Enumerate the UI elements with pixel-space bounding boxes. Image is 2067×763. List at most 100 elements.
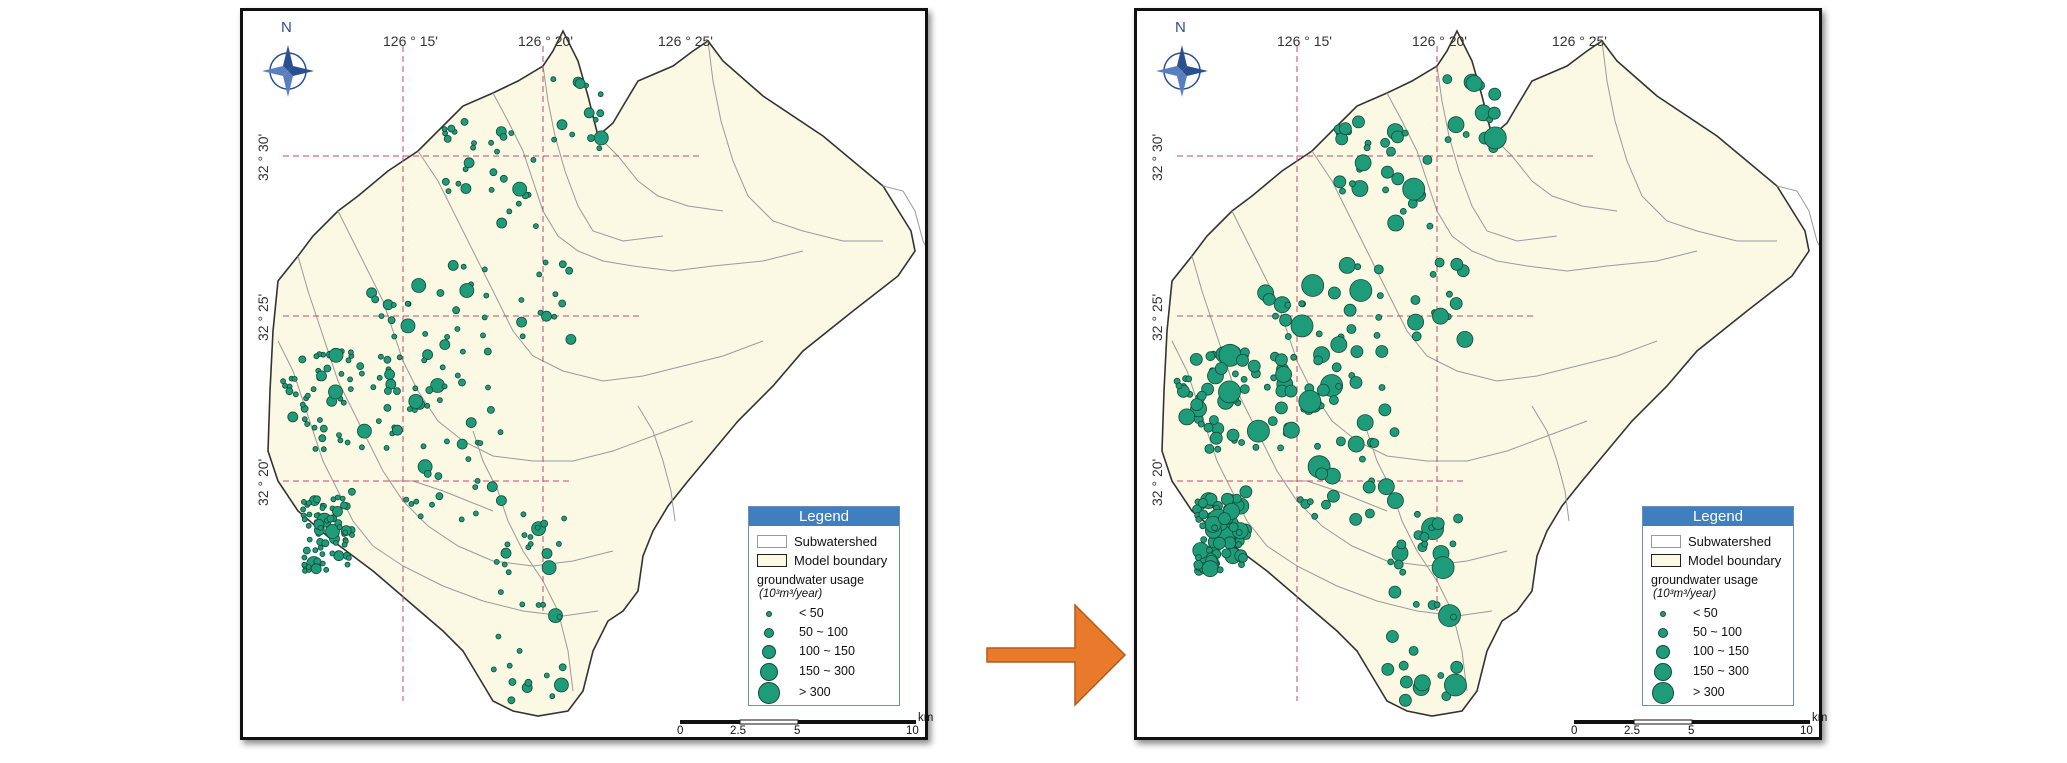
well-marker bbox=[501, 561, 508, 568]
latitude-label: 32 ° 20' bbox=[1149, 458, 1165, 506]
well-marker bbox=[377, 353, 384, 360]
well-marker bbox=[447, 259, 459, 271]
well-marker bbox=[1401, 129, 1409, 137]
well-marker bbox=[429, 501, 435, 508]
well-marker bbox=[1399, 675, 1413, 689]
size-dot bbox=[758, 682, 780, 704]
well-marker bbox=[1238, 439, 1245, 446]
well-marker bbox=[543, 672, 550, 679]
well-marker bbox=[339, 495, 346, 502]
well-marker bbox=[320, 446, 327, 453]
well-marker bbox=[312, 547, 319, 554]
legend-class-label: 50 ~ 100 bbox=[1693, 625, 1743, 639]
well-marker bbox=[1387, 558, 1395, 566]
well-marker bbox=[486, 481, 498, 493]
well-marker bbox=[472, 510, 479, 517]
well-marker bbox=[370, 384, 377, 391]
well-marker bbox=[486, 405, 495, 414]
well-marker bbox=[1426, 222, 1434, 230]
well-marker bbox=[1315, 330, 1323, 338]
well-marker bbox=[1407, 313, 1425, 331]
well-marker bbox=[552, 291, 559, 298]
well-marker bbox=[346, 555, 352, 561]
well-marker bbox=[349, 532, 355, 538]
legend-class-label: 150 ~ 300 bbox=[1693, 664, 1749, 678]
well-marker bbox=[1381, 663, 1395, 676]
well-marker bbox=[1421, 540, 1429, 548]
well-marker bbox=[366, 287, 378, 299]
well-marker bbox=[313, 495, 321, 504]
longitude-label: 126 ° 25' bbox=[1552, 33, 1607, 49]
well-marker bbox=[1236, 353, 1249, 367]
well-marker bbox=[311, 424, 318, 431]
well-marker bbox=[1346, 324, 1357, 334]
well-markers-left bbox=[280, 76, 609, 705]
well-marker bbox=[1433, 601, 1441, 609]
well-marker bbox=[444, 333, 451, 340]
well-marker bbox=[1205, 351, 1216, 362]
well-marker bbox=[301, 516, 308, 523]
well-marker bbox=[587, 134, 595, 142]
well-marker bbox=[347, 376, 353, 383]
well-marker bbox=[326, 514, 335, 523]
well-marker bbox=[420, 443, 427, 450]
well-marker bbox=[460, 263, 467, 270]
well-marker bbox=[298, 355, 307, 364]
well-marker bbox=[336, 432, 342, 439]
legend-subwatershed-label: Subwatershed bbox=[794, 534, 878, 549]
well-marker bbox=[1393, 559, 1404, 570]
well-marker bbox=[340, 399, 347, 406]
well-marker bbox=[1214, 445, 1222, 453]
well-marker bbox=[1376, 292, 1384, 300]
well-marker bbox=[494, 148, 500, 155]
well-marker bbox=[1343, 303, 1357, 317]
latitude-label: 32 ° 25' bbox=[1149, 293, 1165, 341]
legend: Legend Subwatershed Model boundary groun… bbox=[748, 506, 900, 706]
well-marker bbox=[550, 76, 557, 83]
size-dot bbox=[1660, 611, 1666, 617]
well-marker bbox=[1199, 522, 1207, 530]
model-boundary-swatch bbox=[757, 554, 787, 567]
well-marker bbox=[556, 119, 568, 131]
well-marker bbox=[317, 544, 324, 551]
scale-label: 2.5 bbox=[730, 725, 746, 737]
map-canvas-right bbox=[1156, 29, 1819, 717]
well-marker bbox=[1216, 566, 1224, 574]
well-marker bbox=[1239, 384, 1250, 395]
well-marker bbox=[347, 386, 354, 393]
well-marker bbox=[378, 313, 385, 320]
legend-usage-unit: (10³m³/year) bbox=[759, 588, 823, 600]
scale-label: 0 bbox=[1571, 725, 1578, 737]
well-marker bbox=[1351, 180, 1369, 197]
legend-class-label: < 50 bbox=[799, 606, 824, 620]
well-marker bbox=[447, 124, 456, 133]
well-marker bbox=[1453, 513, 1464, 524]
well-marker bbox=[1413, 674, 1431, 692]
well-marker bbox=[1449, 540, 1457, 548]
well-marker bbox=[1373, 331, 1381, 339]
well-marker bbox=[558, 663, 567, 672]
arrow-right-icon bbox=[986, 603, 1127, 707]
well-marker bbox=[292, 391, 299, 398]
well-marker bbox=[1348, 180, 1356, 188]
well-marker bbox=[1277, 444, 1285, 452]
well-marker bbox=[456, 438, 468, 450]
well-marker bbox=[454, 372, 461, 379]
well-marker bbox=[359, 370, 365, 377]
well-marker bbox=[1209, 415, 1219, 425]
well-marker bbox=[1391, 172, 1405, 186]
well-marker bbox=[583, 107, 595, 119]
well-marker bbox=[1369, 438, 1380, 449]
well-marker bbox=[1364, 508, 1375, 519]
legend-model-boundary-label: Model boundary bbox=[794, 553, 888, 568]
well-marker bbox=[323, 364, 332, 373]
well-marker bbox=[400, 318, 416, 334]
legend-usage-label: groundwater usage bbox=[1651, 573, 1759, 587]
well-marker bbox=[481, 266, 488, 273]
well-marker bbox=[489, 168, 498, 177]
well-marker bbox=[1450, 613, 1457, 621]
well-marker bbox=[1240, 375, 1248, 383]
well-marker bbox=[413, 498, 420, 505]
well-marker bbox=[527, 534, 534, 540]
well-marker bbox=[541, 560, 557, 575]
